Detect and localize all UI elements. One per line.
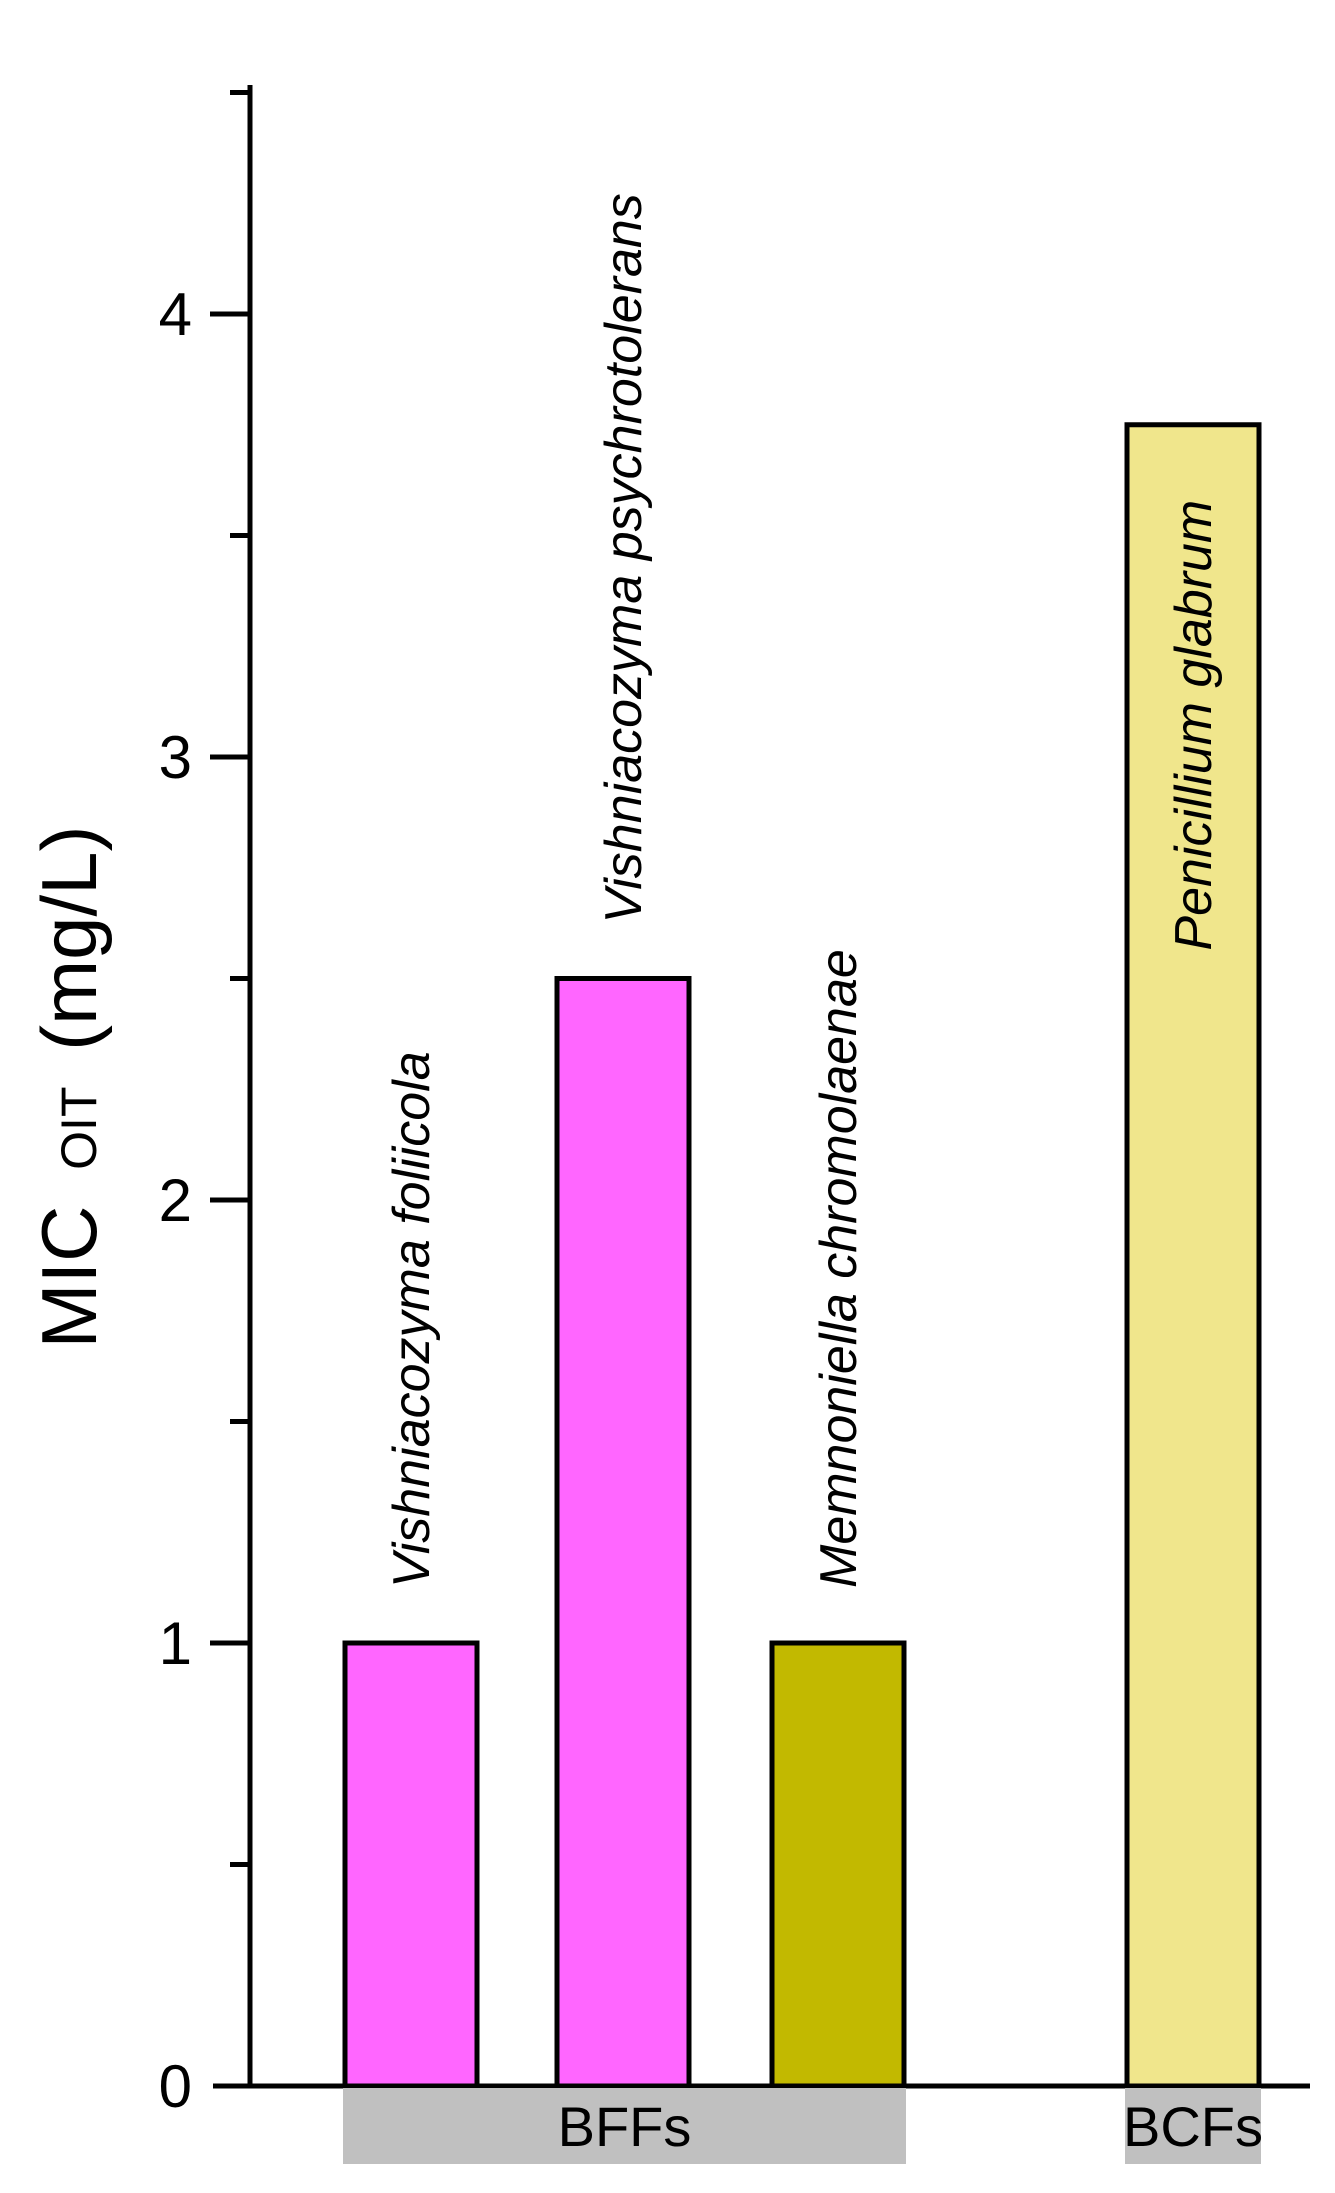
bar: [769, 1640, 907, 2089]
bar-label: Penicillium glabrum: [1165, 500, 1223, 951]
y-tick-label: 4: [159, 281, 192, 348]
y-axis-title: MIC OIT (mg/L): [25, 825, 113, 1348]
y-tick-label: 1: [159, 1610, 192, 1677]
y-axis-title-subscript: OIT: [51, 1087, 107, 1170]
y-axis-title-unit: (mg/L): [25, 825, 113, 1050]
group-labels: BFFs BCFs: [343, 2088, 1263, 2164]
y-tick-label: 2: [159, 1167, 192, 1234]
group-band: [1125, 2088, 1261, 2164]
y-axis-title-main: MIC: [25, 1206, 113, 1349]
bar-label: Memnoniella chromolaenae: [810, 949, 868, 1588]
bar-labels: Vishniacozyma foliicola Vishniacozyma psy…: [383, 193, 1223, 1588]
group-label: BCFs: [1123, 2095, 1263, 2158]
y-ticks: 0 1 2 3 4: [159, 90, 250, 2120]
group-band: [343, 2088, 906, 2164]
group-label: BFFs: [558, 2095, 692, 2158]
bar-label: Vishniacozyma psychrotolerans: [595, 193, 653, 923]
bar: [342, 1640, 480, 2089]
bar: [554, 976, 692, 2089]
bar-label: Vishniacozyma foliicola: [383, 1051, 441, 1588]
y-tick-label: 3: [159, 724, 192, 791]
bar: [1124, 422, 1262, 2089]
bars: [342, 422, 1262, 2089]
y-tick-label: 0: [159, 2053, 192, 2120]
